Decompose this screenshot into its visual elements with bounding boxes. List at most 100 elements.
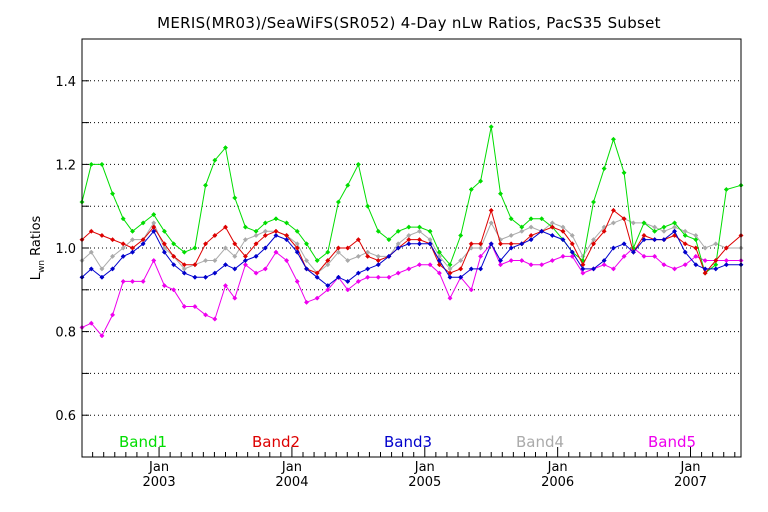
band5-point (519, 257, 525, 264)
band5-point (294, 278, 300, 284)
band4-point (203, 257, 209, 264)
band3-point (171, 262, 177, 268)
band5-point (253, 270, 259, 276)
band4-point (355, 253, 361, 259)
band1-point (335, 199, 341, 205)
band4-point (630, 220, 636, 226)
band2-point (365, 253, 371, 259)
band1-point (88, 161, 94, 167)
band5-point (375, 274, 381, 280)
band3-point (212, 270, 218, 276)
band3-point (222, 262, 229, 268)
band4-point (458, 257, 464, 264)
band5-point (120, 278, 126, 284)
band5-point (386, 274, 392, 280)
band2-point (222, 224, 229, 230)
band3-point (560, 237, 566, 243)
band4-point (99, 266, 105, 272)
band3-point (590, 266, 597, 272)
band3-point (181, 270, 187, 276)
band3-point (129, 249, 136, 255)
band4-point (610, 220, 617, 226)
band2-point (203, 241, 209, 247)
y-tick-label: 1.0 (55, 242, 76, 257)
x-tick-year: 2006 (541, 475, 574, 490)
y-axis: 0.6 0.8 1.0 1.2 1.4 (55, 75, 89, 424)
band4-point (519, 228, 525, 234)
band1-point (99, 161, 105, 167)
band4-point (569, 232, 575, 239)
band3-point (652, 237, 658, 243)
band3-point (140, 241, 146, 247)
band1-point (447, 262, 453, 268)
band2-point (345, 245, 351, 251)
band1-point (539, 216, 545, 222)
band5-point (528, 262, 534, 268)
band5-point (203, 312, 209, 318)
band5-point (693, 253, 699, 259)
band3-point (203, 274, 209, 280)
band1-point (468, 186, 474, 193)
band5-point (222, 283, 229, 289)
band2-point (325, 257, 331, 264)
band1-point (314, 257, 320, 264)
band1-point (610, 136, 617, 142)
series-band5 (79, 241, 744, 339)
legend-item-band4: Band4 (516, 433, 564, 451)
band1-point (497, 191, 504, 197)
band2-point (416, 237, 423, 243)
band4-point (345, 257, 351, 264)
x-tick-month: Jan (679, 460, 700, 475)
band1-point (375, 228, 381, 234)
band3-point (478, 266, 484, 272)
band3-point (458, 274, 464, 280)
band2-point (110, 237, 116, 243)
band3-point (325, 283, 331, 289)
band1-point (723, 186, 729, 193)
band2-point (488, 207, 494, 213)
band5-point (395, 270, 401, 276)
band5-point (140, 278, 146, 284)
band1-point (693, 237, 699, 243)
band4-point (253, 232, 259, 239)
band5-point (652, 253, 658, 259)
band5-point (303, 299, 310, 305)
band5-point (601, 262, 607, 268)
band2-point (171, 253, 177, 259)
band3-point (682, 249, 688, 255)
band1-point (345, 182, 351, 188)
band1-point (652, 228, 658, 234)
band5-point (508, 257, 514, 264)
band3-point (192, 274, 198, 280)
band3-point (365, 266, 371, 272)
band1-point (386, 237, 392, 243)
band1-point (140, 220, 146, 226)
band1-point (325, 249, 331, 255)
series-band4 (79, 216, 744, 276)
band1-point (120, 216, 126, 222)
band3-point (630, 249, 636, 255)
series-band1 (79, 124, 744, 276)
band5-point (661, 262, 667, 268)
band5-point (682, 262, 688, 268)
band4-point (88, 249, 94, 255)
legend-item-band3: Band3 (384, 433, 432, 451)
band3-point (497, 257, 504, 264)
band2-point (88, 228, 94, 234)
band5-point (610, 266, 617, 272)
band5-point (88, 320, 94, 326)
band3-point (314, 274, 320, 280)
band1-point (519, 224, 525, 230)
band4-point (672, 224, 678, 230)
band4-point (416, 228, 423, 234)
band3-point (294, 249, 300, 255)
band2-point (192, 262, 198, 268)
band2-point (549, 224, 555, 230)
band5-point (192, 303, 198, 310)
band5-point (580, 270, 586, 276)
band1-point (212, 157, 218, 163)
band5-point (478, 253, 484, 259)
band1-point (528, 216, 534, 222)
